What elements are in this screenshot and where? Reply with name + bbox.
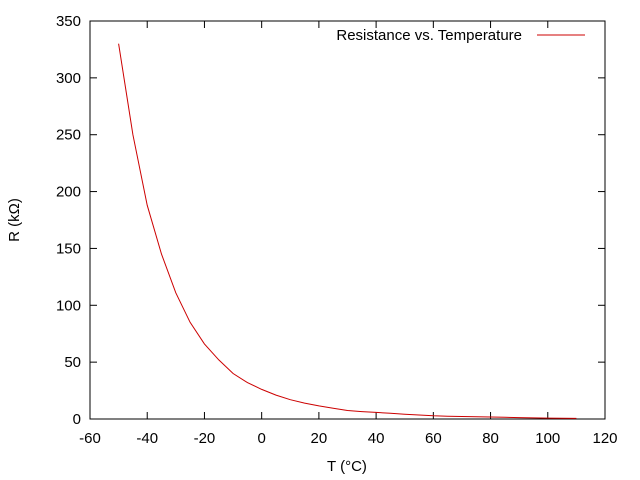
- y-axis-label: R (kΩ): [6, 198, 23, 242]
- legend-label: Resistance vs. Temperature: [336, 27, 522, 44]
- x-tick-label: -20: [194, 430, 216, 447]
- x-axis: -60 -40 -20 0 20 40 60 80 100 120: [79, 21, 618, 447]
- y-tick-label: 50: [64, 354, 81, 371]
- y-tick-label: 350: [56, 13, 81, 30]
- plot-frame: [89, 20, 606, 420]
- x-tick-label: 100: [535, 430, 560, 447]
- y-tick-label: 100: [56, 297, 81, 314]
- x-tick-label: 20: [311, 430, 328, 447]
- x-tick-label: 0: [257, 430, 265, 447]
- series-layer: [118, 43, 577, 419]
- x-tick-label: 60: [425, 430, 442, 447]
- x-tick-label: 120: [592, 430, 617, 447]
- y-tick-label: 0: [73, 411, 81, 428]
- x-tick-label: 40: [368, 430, 385, 447]
- y-tick-label: 250: [56, 127, 81, 144]
- y-tick-label: 150: [56, 240, 81, 257]
- y-axis: 0 50 100 150 200 250 300 350: [56, 13, 605, 428]
- y-tick-label: 300: [56, 70, 81, 87]
- legend: Resistance vs. Temperature: [336, 27, 585, 44]
- y-tick-label: 200: [56, 184, 81, 201]
- x-tick-label: -40: [136, 430, 158, 447]
- x-tick-label: 80: [482, 430, 499, 447]
- series-line: [118, 43, 577, 419]
- x-tick-label: -60: [79, 430, 101, 447]
- x-axis-label: T (°C): [327, 458, 367, 475]
